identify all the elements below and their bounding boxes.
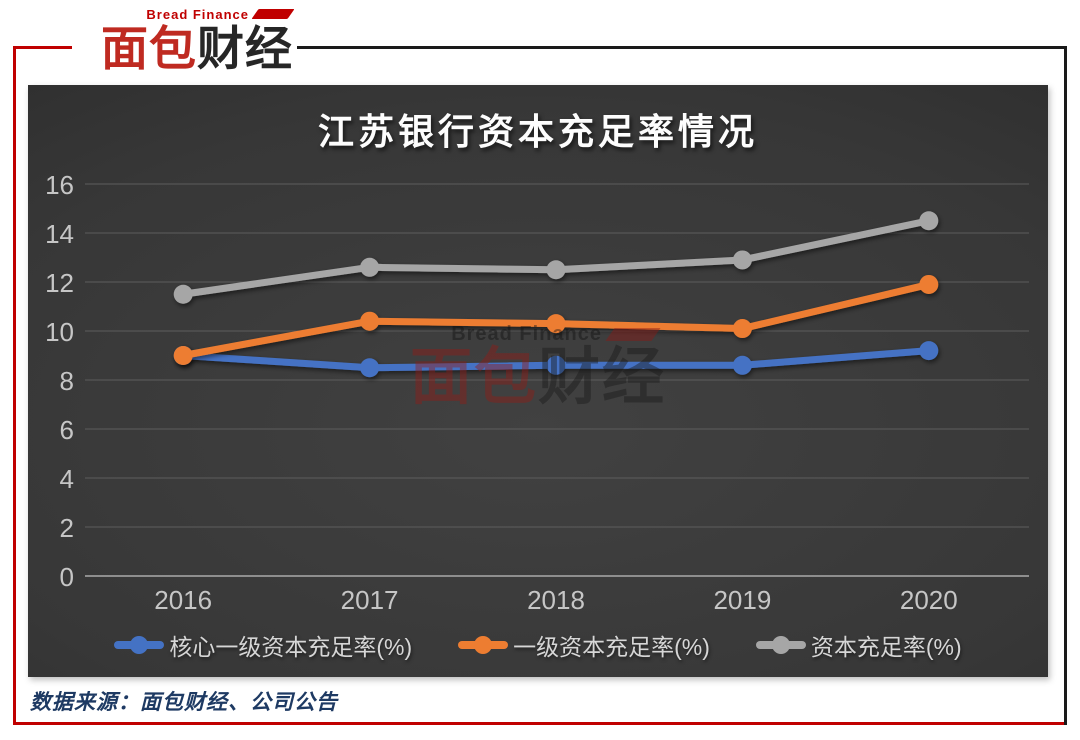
data-source-note: 数据来源：面包财经、公司公告 bbox=[30, 689, 338, 714]
series-2 bbox=[173, 211, 939, 304]
data-point bbox=[919, 274, 939, 294]
line-chart-canvas: 0 2 4 6 8 10 12 14 16 2016 2017 2018 2019 2020 bbox=[45, 170, 1029, 615]
series-line-2 bbox=[179, 217, 933, 298]
legend-item-1: 一级资本充足率(%) bbox=[458, 628, 710, 662]
legend-label: 资本充足率(%) bbox=[810, 634, 962, 660]
legend-marker-icon bbox=[114, 635, 165, 655]
x-axis-label: 2019 bbox=[713, 585, 771, 615]
data-point bbox=[173, 346, 193, 365]
brand-name-dark: 财经 bbox=[197, 22, 293, 75]
data-point bbox=[732, 319, 752, 339]
x-axis-label: 2020 bbox=[900, 585, 958, 615]
brand-name-red: 面包 bbox=[101, 22, 197, 75]
legend-label: 核心一级资本充足率(%) bbox=[169, 634, 413, 660]
legend-marker-icon bbox=[458, 635, 509, 655]
y-axis-label: 6 bbox=[60, 415, 74, 445]
data-point bbox=[360, 311, 380, 331]
y-axis-label: 14 bbox=[45, 219, 74, 249]
data-point bbox=[919, 211, 939, 231]
legend-item-2: 资本充足率(%) bbox=[755, 628, 962, 662]
brand-logo-subtitle-row: Bread Finance bbox=[146, 5, 295, 23]
brand-subtitle-text: Bread Finance bbox=[146, 6, 249, 22]
legend-item-0: 核心一级资本充足率(%) bbox=[114, 628, 412, 662]
brand-logo-wordmark: 面包财经 bbox=[101, 23, 293, 75]
legend-marker-icon bbox=[755, 635, 806, 655]
frame-top-left-border bbox=[13, 46, 75, 49]
y-axis-label: 0 bbox=[60, 562, 74, 592]
data-point bbox=[546, 355, 566, 375]
y-axis-label: 12 bbox=[45, 268, 74, 298]
data-point bbox=[173, 284, 193, 304]
legend-marker-dot bbox=[474, 636, 493, 654]
y-axis-label: 2 bbox=[60, 513, 74, 543]
frame-bottom-border bbox=[13, 722, 1067, 725]
data-point bbox=[546, 260, 566, 280]
y-axis-label: 8 bbox=[60, 366, 74, 396]
legend-marker-dot bbox=[130, 636, 149, 654]
x-axis-label: 2017 bbox=[341, 585, 399, 615]
chart-title: 江苏银行资本充足率情况 bbox=[317, 111, 758, 152]
brand-logo: Bread Finance 面包财经 bbox=[72, 5, 297, 81]
y-axis-label: 4 bbox=[60, 464, 74, 494]
chart-area: 0 2 4 6 8 10 12 14 16 2016 2017 2018 2019 2020 Bread … bbox=[28, 85, 1048, 677]
y-axis-label: 10 bbox=[45, 317, 74, 347]
data-point bbox=[360, 358, 380, 378]
data-point bbox=[919, 341, 939, 361]
legend-marker-dot bbox=[771, 636, 790, 654]
frame-right-border bbox=[1064, 46, 1067, 725]
chart-legend: 核心一级资本充足率(%) 一级资本充足率(%) 资本充足率(%) bbox=[28, 625, 1048, 665]
x-axis-label: 2016 bbox=[154, 585, 212, 615]
frame-left-border bbox=[13, 46, 16, 725]
y-axis-label: 16 bbox=[45, 170, 74, 200]
data-point bbox=[732, 355, 752, 375]
data-point bbox=[732, 250, 752, 270]
x-axis-label: 2018 bbox=[527, 585, 585, 615]
frame-top-right-border bbox=[278, 46, 1067, 49]
data-point bbox=[360, 257, 380, 277]
legend-label: 一级资本充足率(%) bbox=[513, 634, 710, 660]
series-1 bbox=[173, 274, 939, 365]
series-0 bbox=[173, 341, 939, 378]
brand-swoosh-icon bbox=[251, 9, 295, 19]
data-point bbox=[546, 314, 566, 334]
